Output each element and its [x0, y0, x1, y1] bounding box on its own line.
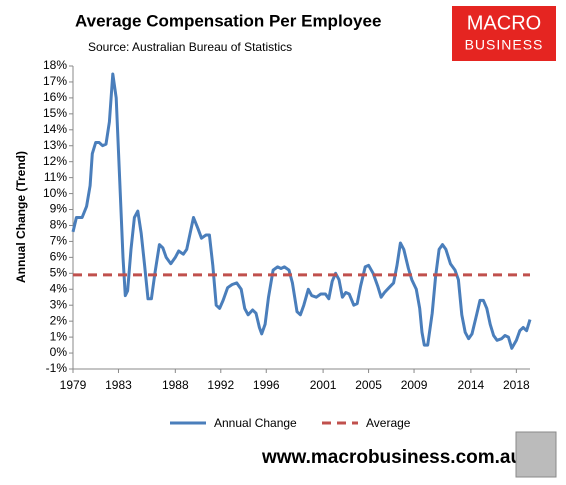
- y-tick-label: 7%: [50, 234, 68, 248]
- y-axis-label: Annual Change (Trend): [14, 151, 28, 283]
- y-tick-label: 15%: [43, 106, 67, 120]
- data-line: [71, 72, 532, 350]
- footer-url: www.macrobusiness.com.au: [261, 447, 522, 468]
- x-tick-label: 2005: [355, 378, 382, 392]
- x-tick-label: 1979: [60, 378, 87, 392]
- y-tick-label: 4%: [50, 281, 68, 295]
- y-tick-label: 10%: [43, 186, 67, 200]
- y-tick-label: 5%: [50, 265, 68, 279]
- chart-subtitle: Source: Australian Bureau of Statistics: [88, 40, 292, 54]
- logo-text: MACRO: [467, 12, 541, 34]
- y-tick-label: 14%: [43, 122, 67, 136]
- y-tick-label: 6%: [50, 250, 68, 264]
- y-tick-label: 2%: [50, 313, 68, 327]
- x-tick-label: 2018: [503, 378, 530, 392]
- x-tick-label: 1992: [207, 378, 234, 392]
- y-tick-label: 8%: [50, 218, 68, 232]
- x-tick-label: 1988: [162, 378, 189, 392]
- y-tick-label: 11%: [44, 170, 67, 184]
- y-tick-label: -1%: [46, 361, 68, 375]
- logo-text: BUSINESS: [465, 37, 544, 53]
- y-tick-label: 3%: [50, 297, 68, 311]
- y-tick-label: 0%: [50, 345, 68, 359]
- y-tick-label: 12%: [43, 154, 67, 168]
- x-tick-label: 2001: [310, 378, 337, 392]
- y-tick-label: 1%: [50, 329, 68, 343]
- legend-label: Annual Change: [214, 416, 297, 430]
- logo-box: [452, 6, 556, 61]
- x-tick-label: 1996: [253, 378, 280, 392]
- x-tick-label: 2009: [401, 378, 428, 392]
- y-tick-label: 13%: [43, 138, 67, 152]
- y-tick-label: 18%: [43, 58, 67, 72]
- y-tick-label: 16%: [43, 90, 67, 104]
- x-tick-label: 1983: [105, 378, 132, 392]
- wolf-icon: [515, 431, 557, 478]
- x-tick-label: 2014: [458, 378, 485, 392]
- chart-title: Average Compensation Per Employee: [75, 11, 381, 30]
- y-tick-label: 17%: [43, 74, 67, 88]
- legend-label: Average: [366, 416, 411, 430]
- y-tick-label: 9%: [50, 202, 68, 216]
